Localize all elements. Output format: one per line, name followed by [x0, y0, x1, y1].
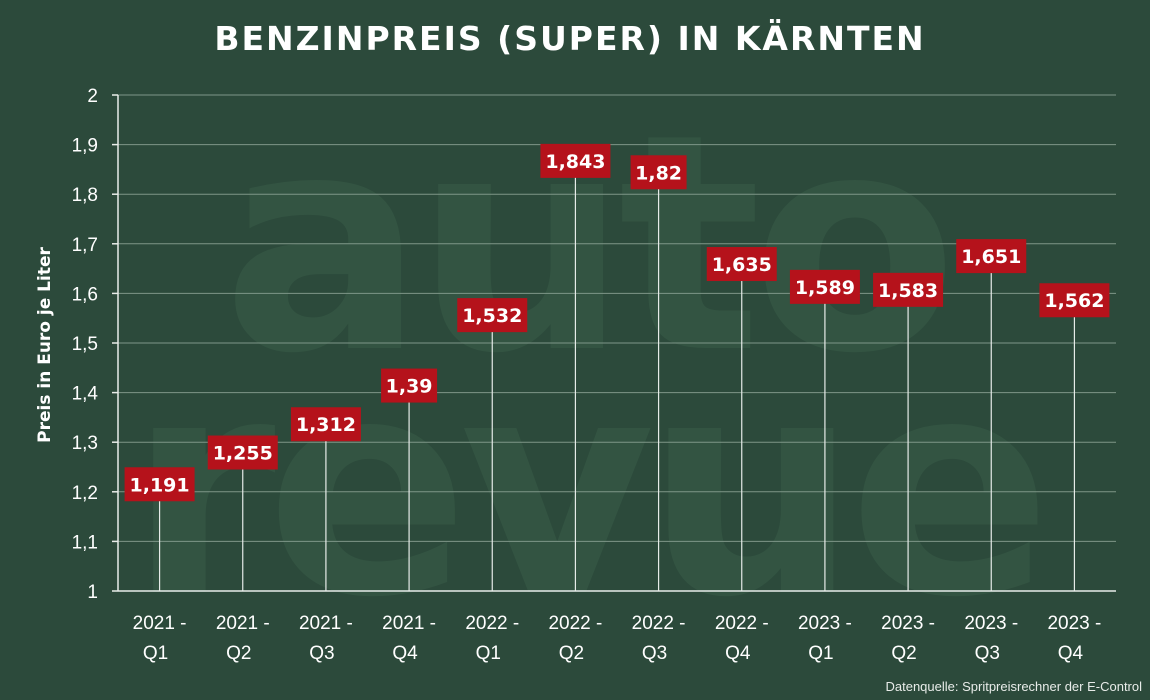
- data-label: 1,843: [545, 151, 605, 173]
- x-tick-label-quarter: Q2: [891, 643, 916, 664]
- y-tick-labels: 1 1,1 1,2 1,3 1,4 1,5 1,6 1,7 1,8 1,9 2: [72, 86, 99, 603]
- x-tick-label-year: 2021 -: [299, 613, 353, 634]
- x-tick-label-quarter: Q2: [559, 643, 584, 664]
- x-tick-label-quarter: Q2: [226, 643, 251, 664]
- x-tick-label-quarter: Q1: [143, 643, 168, 664]
- data-label: 1,39: [386, 376, 433, 398]
- y-tick-label: 1,7: [72, 235, 98, 256]
- y-tick-label: 1,5: [72, 334, 98, 355]
- data-labels: 1,191 1,255 1,312 1,39 1,532 1,843 1,82 1,635 1,…: [124, 143, 1110, 502]
- x-tick-label-year: 2021 -: [133, 613, 187, 634]
- data-label-box: [1039, 283, 1110, 318]
- y-tick-label: 1,2: [72, 483, 98, 504]
- data-label-box: [706, 247, 777, 282]
- x-tick-label-year: 2021 -: [382, 613, 436, 634]
- x-tick-label-year: 2023 -: [798, 613, 852, 634]
- x-tick-label-year: 2022 -: [465, 613, 519, 634]
- data-label-box: [630, 155, 687, 190]
- x-tick-labels: 2021 - Q1 2021 - Q2 2021 - Q3 2021 - Q4 2022 - Q1…: [133, 613, 1102, 664]
- x-tick-label-year: 2021 -: [216, 613, 270, 634]
- x-tick-label-quarter: Q3: [975, 643, 1000, 664]
- data-label-box: [290, 407, 361, 442]
- watermark-word-2: revue: [128, 314, 1042, 663]
- data-label: 1,191: [130, 474, 190, 496]
- data-label-box: [207, 435, 278, 470]
- data-label-box: [956, 239, 1027, 274]
- x-tick-label-quarter: Q4: [1058, 643, 1084, 664]
- x-tick-label-year: 2022 -: [715, 613, 769, 634]
- data-label: 1,562: [1044, 290, 1104, 312]
- data-stems: [158, 172, 1076, 591]
- data-label: 1,651: [961, 246, 1021, 268]
- data-label-box: [873, 272, 944, 307]
- x-tick-label-year: 2022 -: [632, 613, 686, 634]
- y-tick-label: 1,6: [72, 284, 98, 305]
- data-label-box: [789, 269, 860, 304]
- data-label: 1,255: [213, 443, 273, 465]
- y-tick-label: 1: [87, 582, 98, 603]
- y-tick-label: 1,9: [72, 136, 98, 157]
- chart-title: BENZINPREIS (SUPER) IN KÄRNTEN: [214, 18, 925, 58]
- x-tick-label-year: 2023 -: [964, 613, 1018, 634]
- x-tick-label-year: 2023 -: [1047, 613, 1101, 634]
- x-tick-label-quarter: Q4: [725, 643, 751, 664]
- data-label: 1,583: [878, 280, 938, 302]
- y-tick-label: 1,3: [72, 433, 98, 454]
- gridlines: [112, 94, 1116, 592]
- watermark-word-1: auto: [222, 70, 948, 419]
- data-label: 1,82: [635, 162, 682, 184]
- x-tick-label-year: 2022 -: [548, 613, 602, 634]
- data-label: 1,589: [795, 277, 855, 299]
- y-tick-label: 1,8: [72, 185, 98, 206]
- y-tick-label: 2: [87, 86, 98, 107]
- data-label-box: [381, 368, 438, 403]
- data-label-box: [124, 467, 195, 502]
- data-label-box: [540, 143, 611, 178]
- axes: [117, 95, 1116, 592]
- x-tick-label-quarter: Q3: [309, 643, 334, 664]
- y-axis-label: Preis in Euro je Liter: [35, 247, 55, 443]
- x-tick-label-quarter: Q3: [642, 643, 667, 664]
- y-tick-label: 1,4: [72, 384, 99, 405]
- x-tick-label-quarter: Q1: [808, 643, 833, 664]
- y-tick-label: 1,1: [72, 532, 98, 553]
- x-tick-label-year: 2023 -: [881, 613, 935, 634]
- data-label: 1,635: [712, 254, 772, 276]
- data-label-box: [457, 298, 528, 333]
- x-tick-label-quarter: Q1: [476, 643, 501, 664]
- source-note: Datenquelle: Spritpreisrechner der E-Con…: [885, 679, 1142, 694]
- x-tick-label-quarter: Q4: [392, 643, 418, 664]
- data-label: 1,532: [462, 305, 522, 327]
- data-label: 1,312: [296, 414, 356, 436]
